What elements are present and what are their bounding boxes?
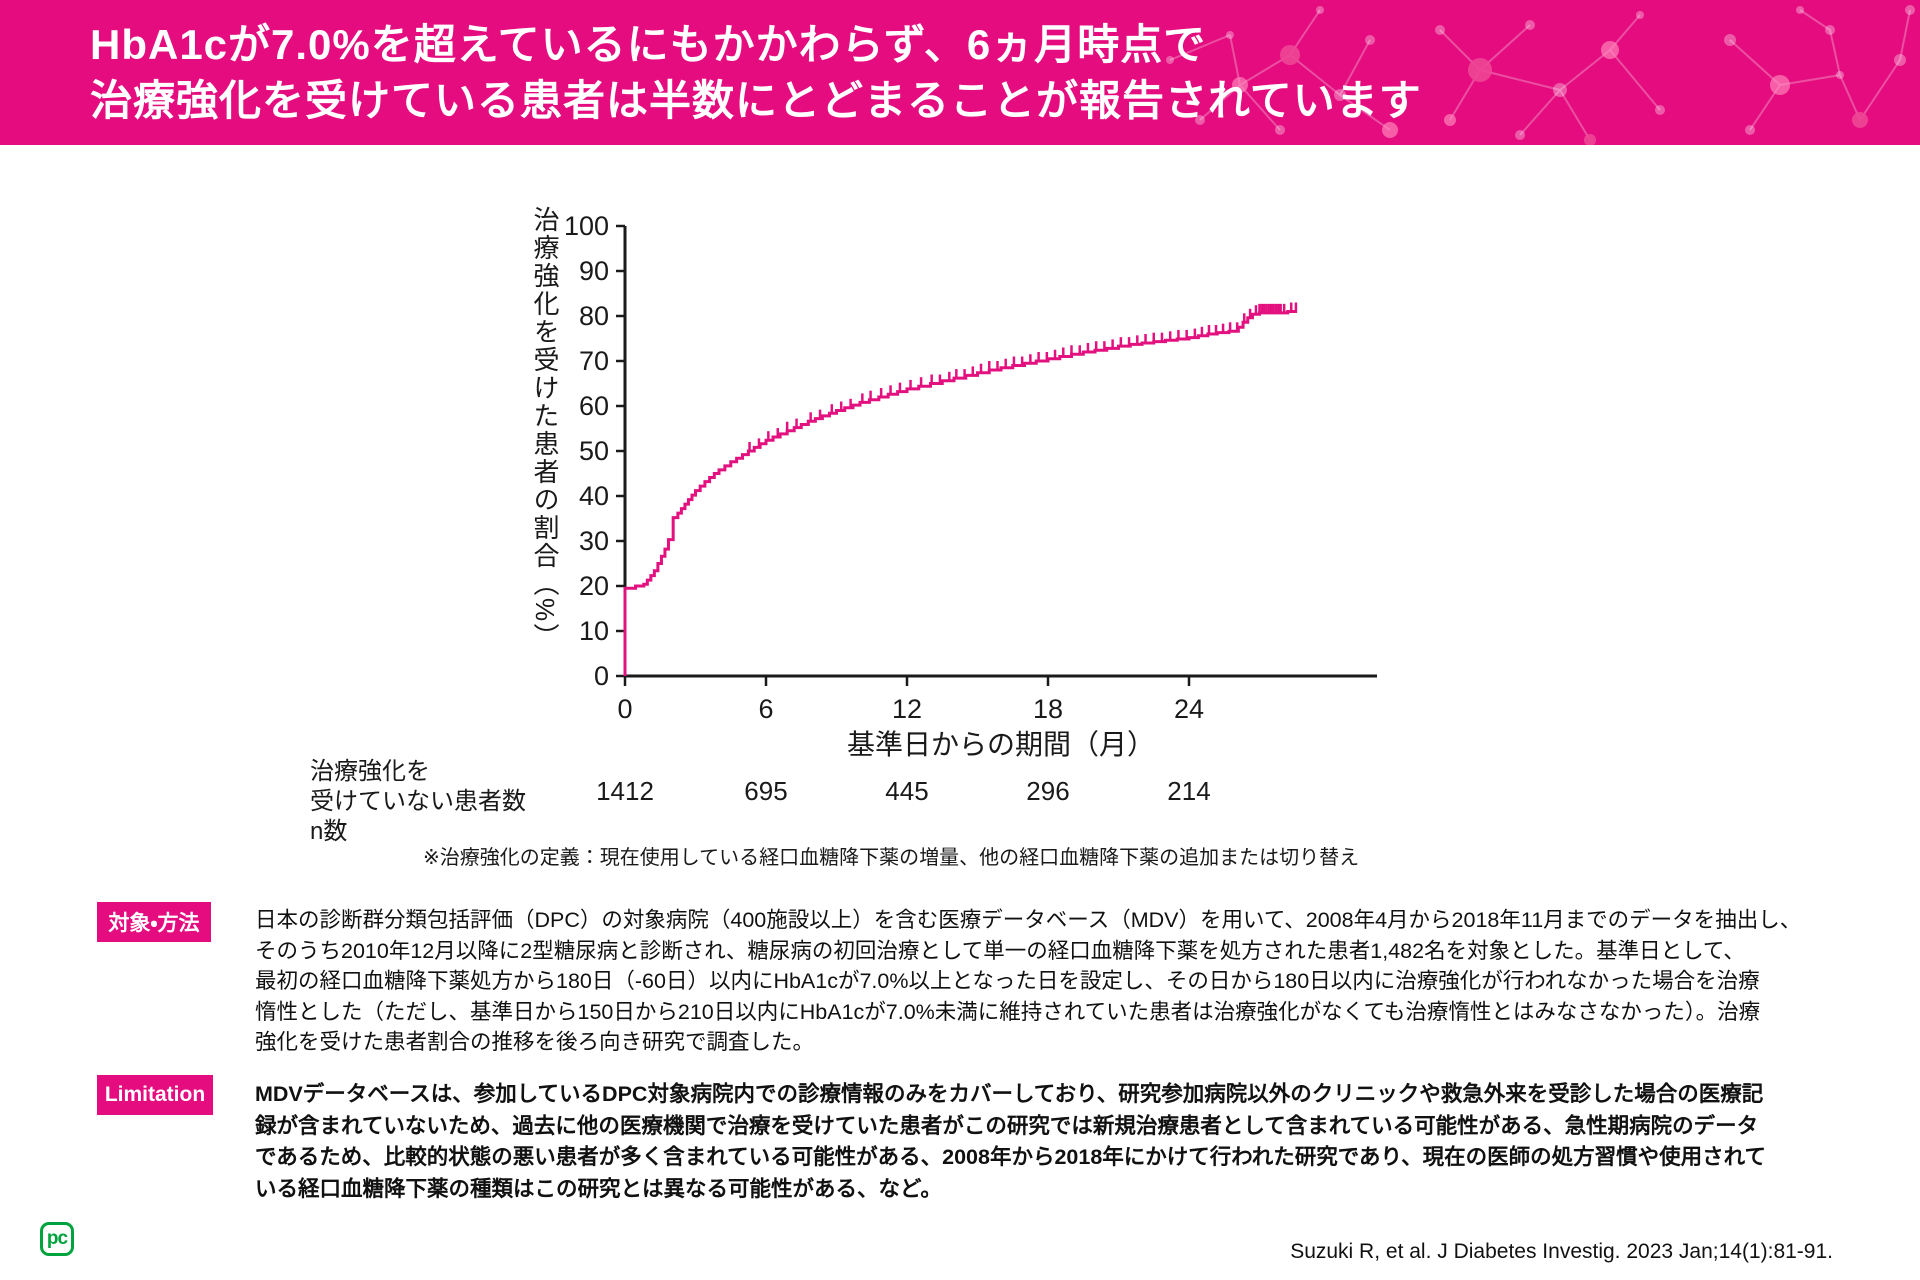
- limitation-text: MDVデータベースは、参加しているDPC対象病院内での診療情報のみをカバーしてお…: [255, 1082, 1767, 1201]
- svg-text:12: 12: [892, 694, 922, 724]
- svg-text:80: 80: [579, 301, 609, 331]
- page-title-line2: 治療強化を受けている患者は半数にとどまることが報告されています: [90, 77, 1422, 124]
- svg-text:18: 18: [1033, 694, 1063, 724]
- citation: Suzuki R, et al. J Diabetes Investig. 20…: [1290, 1240, 1833, 1263]
- svg-text:40: 40: [579, 481, 609, 511]
- svg-text:6: 6: [758, 694, 773, 724]
- svg-text:90: 90: [579, 256, 609, 286]
- svg-text:50: 50: [579, 436, 609, 466]
- svg-text:70: 70: [579, 346, 609, 376]
- kaplan-meier-chart: 0 10 20 30 40 50 60 70 80 90 100 0 6 12 18 24 基準日からの期間（月…: [564, 211, 1377, 806]
- pc-logo-text: pc: [46, 1228, 68, 1249]
- svg-text:445: 445: [885, 776, 928, 806]
- pc-logo: pc: [40, 1222, 74, 1256]
- page-title: HbA1cが7.0%を超えているにもかかわらず、6ヵ月時点で 治療強化を受けてい…: [90, 17, 1422, 129]
- chart-footnote: ※治療強化の定義：現在使用している経口血糖降下薬の増量、他の経口血糖降下薬の追加…: [423, 847, 1360, 869]
- limitation-badge: Limitation: [97, 1075, 213, 1115]
- svg-text:20: 20: [579, 571, 609, 601]
- svg-text:100: 100: [564, 211, 609, 241]
- svg-text:1412: 1412: [596, 776, 654, 806]
- methods-badge: 対象・方法: [97, 902, 211, 942]
- svg-text:60: 60: [579, 391, 609, 421]
- svg-text:296: 296: [1026, 776, 1069, 806]
- svg-text:0: 0: [594, 661, 609, 691]
- y-axis-title: 治療強化を受けた患者の割合（%）: [530, 206, 560, 652]
- page-title-line1: HbA1cが7.0%を超えているにもかかわらず、6ヵ月時点で: [90, 21, 1207, 68]
- at-risk-row-label: 治療強化を 受けていない患者数 n数: [310, 758, 526, 845]
- svg-text:基準日からの期間（月）: 基準日からの期間（月）: [847, 729, 1155, 760]
- molecule-network-decoration: [1166, 5, 1915, 145]
- svg-text:695: 695: [744, 776, 787, 806]
- svg-text:10: 10: [579, 616, 609, 646]
- svg-text:0: 0: [617, 694, 632, 724]
- svg-text:30: 30: [579, 526, 609, 556]
- methods-text: 日本の診断群分類包括評価（DPC）の対象病院（400施設以上）を含む医療データベ…: [255, 908, 1802, 1054]
- svg-text:24: 24: [1174, 694, 1204, 724]
- header-banner: HbA1cが7.0%を超えているにもかかわらず、6ヵ月時点で 治療強化を受けてい…: [0, 0, 1920, 145]
- svg-text:214: 214: [1167, 776, 1210, 806]
